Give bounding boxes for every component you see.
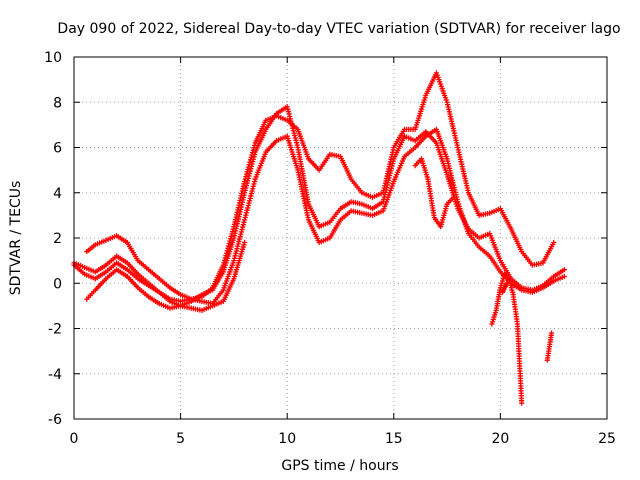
data-point [221,257,228,263]
grid-lines [74,57,607,419]
data-point [243,171,250,177]
data-point [561,273,567,280]
data-point [243,174,249,180]
data-point [519,400,525,406]
data-point [225,243,232,249]
series-drop-a [489,271,525,406]
data-point [249,149,256,156]
data-point [450,194,457,200]
x-tick-label: 25 [598,431,616,447]
y-tick-label: 6 [53,141,62,157]
y-tick-label: 4 [53,186,62,202]
data-point [248,154,254,160]
data-point [245,166,251,173]
series-track-2 [71,126,567,307]
data-point [222,255,228,261]
x-tick-labels: 0 5 10 15 20 25 [70,431,616,447]
data-point [548,330,555,336]
data-point [223,250,230,256]
data-point [241,178,248,185]
data-point [220,262,226,268]
y-tick-label: 10 [44,50,62,66]
data-point [561,267,567,273]
data-point [251,142,258,148]
data-point [241,239,248,246]
x-tick-label: 10 [278,431,296,447]
data-points [71,70,567,406]
data-point [251,145,257,151]
data-point [551,239,557,246]
y-tick-label: 2 [53,231,62,247]
series-track-5 [412,156,457,230]
data-point [242,176,248,182]
data-point [247,157,254,163]
y-tick-label: -4 [48,367,62,383]
data-point [226,240,232,247]
y-tick-labels: -6 -4 -2 0 2 4 6 8 10 [44,50,62,428]
data-point [225,245,231,251]
axis-ticks [73,56,608,420]
series-drop-c [544,330,555,363]
x-tick-label: 0 [70,431,79,447]
series-drop-b [499,280,510,295]
data-point [230,226,236,232]
data-point [247,159,253,165]
data-point [227,238,233,244]
data-point [229,231,235,237]
y-tick-label: 8 [53,95,62,111]
data-point [246,162,252,168]
series-track-4 [84,239,248,313]
data-point [221,260,227,266]
y-tick-label: -6 [48,412,62,428]
data-point [223,252,229,259]
data-point [229,228,236,235]
data-point [245,164,252,170]
x-tick-label: 15 [385,431,403,447]
data-point [227,236,234,242]
data-point [224,248,230,254]
data-point [244,169,250,175]
x-tick-label: 5 [176,431,185,447]
plot-frame [73,56,608,420]
series-track-1 [71,104,567,309]
data-point [249,152,255,158]
data-point [228,233,234,239]
data-point [504,280,510,286]
x-axis-label: GPS time / hours [281,458,398,474]
data-point [250,147,256,153]
y-tick-label: -2 [48,322,62,338]
y-tick-label: 0 [53,276,62,292]
series-track-3 [84,70,557,302]
chart-title: Day 090 of 2022, Sidereal Day-to-day VTE… [57,21,620,37]
y-axis-label: SDTVAR / TECUs [8,181,24,296]
x-tick-label: 20 [491,431,509,447]
